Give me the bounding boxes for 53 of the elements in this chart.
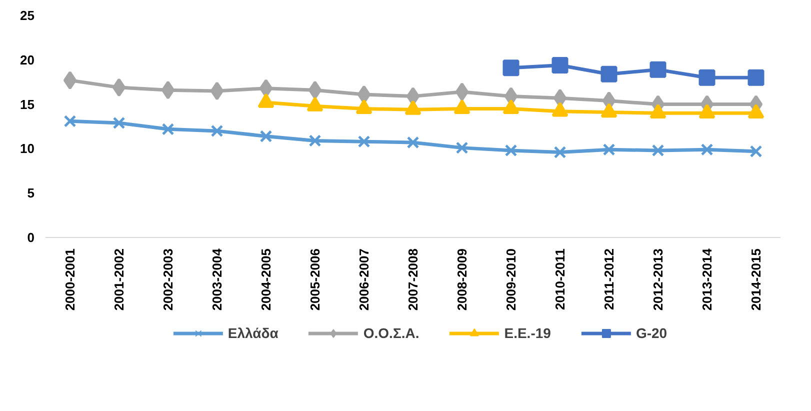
point	[456, 142, 468, 154]
y-tick-label: 15	[20, 96, 35, 112]
x-tick-label: 2007-2008	[406, 248, 420, 311]
legend-label: Ο.Ο.Σ.Α.	[363, 325, 420, 341]
x-tick-label: 2001-2002	[112, 248, 126, 311]
x-tick-label: 2000-2001	[62, 248, 78, 311]
point	[260, 130, 272, 142]
legend-label: Ε.Ε.-19	[504, 325, 551, 341]
point	[602, 143, 616, 156]
x-tick-label: 2012-2013	[650, 248, 666, 311]
legend-label: Ελλάδα	[228, 325, 278, 341]
point	[700, 143, 714, 156]
point	[554, 146, 566, 158]
x-tick-label: 2013-2014	[700, 248, 714, 311]
point	[112, 78, 126, 97]
x-tick-label: 2010-2011	[552, 248, 568, 310]
point	[308, 80, 322, 100]
x-tick-label: 2009-2010	[504, 248, 518, 311]
y-tick-label: 20	[20, 52, 35, 68]
y-tick-label: 25	[20, 8, 35, 23]
y-tick-label: 10	[20, 141, 35, 156]
point	[357, 85, 371, 104]
point	[504, 144, 518, 157]
point	[308, 134, 322, 147]
x-tick-label: 2003-2004	[210, 248, 224, 311]
point	[650, 61, 666, 78]
y-tick-label: 0	[27, 230, 35, 245]
point	[698, 69, 716, 86]
x-tick-label: 2005-2006	[308, 248, 322, 311]
point	[161, 80, 175, 100]
point	[210, 124, 224, 138]
point	[502, 60, 520, 76]
x-tick-label: 2002-2003	[160, 248, 176, 311]
point	[552, 56, 568, 74]
x-tick-label: 2006-2007	[356, 248, 372, 311]
point	[162, 122, 174, 136]
point	[406, 136, 420, 149]
point	[63, 71, 77, 90]
x-tick-label: 2011-2012	[602, 248, 616, 310]
x-tick-label: 2008-2009	[454, 248, 470, 311]
x-tick-label: 2004-2005	[258, 248, 274, 311]
point	[112, 116, 126, 130]
point	[64, 114, 76, 128]
point	[358, 135, 370, 148]
point	[652, 144, 664, 157]
point	[600, 66, 618, 82]
point	[750, 145, 762, 158]
x-tick-label: 2014-2015	[748, 248, 764, 311]
point	[748, 69, 764, 86]
point	[455, 82, 469, 102]
legend-label: G-20	[636, 325, 668, 341]
y-tick-label: 5	[27, 186, 35, 201]
point	[210, 82, 224, 100]
